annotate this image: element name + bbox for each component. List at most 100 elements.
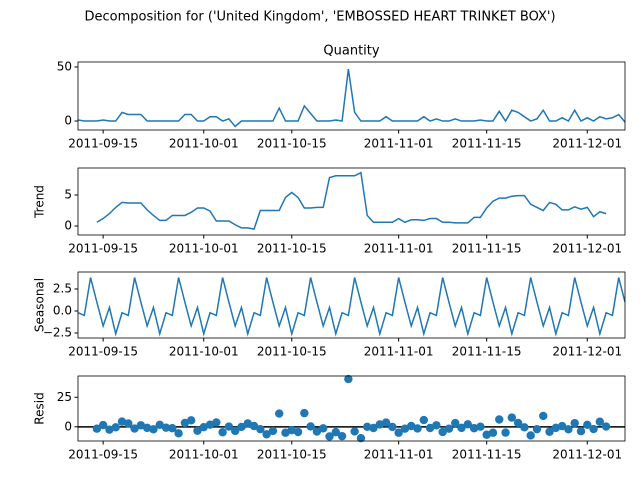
resid-point (168, 424, 177, 433)
x-tick-label: 2011-11-15 (452, 448, 522, 462)
x-tick-label: 2011-11-01 (364, 345, 434, 359)
y-tick-label: 0 (64, 114, 72, 128)
resid-point (545, 427, 554, 436)
resid-point (444, 424, 454, 433)
resid-point (570, 418, 579, 428)
resid-point (425, 423, 435, 433)
resid-point (407, 421, 416, 431)
resid-point (224, 422, 234, 431)
y-tick-label: 5 (64, 187, 72, 201)
x-tick-label: 2011-10-01 (169, 448, 239, 462)
resid-point (469, 424, 479, 433)
resid-point (306, 422, 315, 431)
resid-point (576, 426, 586, 436)
resid-point (363, 422, 372, 432)
x-tick-label: 2011-09-15 (68, 137, 138, 151)
resid-point (589, 424, 598, 434)
resid-point (186, 416, 196, 425)
y-tick-label: 0 (64, 419, 72, 433)
resid-point (595, 417, 605, 426)
resid-point (369, 423, 378, 433)
resid-point (507, 413, 517, 422)
resid-point (281, 428, 290, 437)
resid-point (230, 426, 240, 436)
y-tick-label: 2.5 (53, 281, 72, 295)
x-tick-label: 2011-10-15 (257, 137, 327, 151)
y-axis-label: Trend (33, 185, 47, 219)
x-tick-label: 2011-10-01 (169, 137, 239, 151)
x-tick-label: 2011-12-01 (552, 242, 622, 256)
resid-point (130, 424, 139, 433)
resid-point (142, 423, 152, 433)
resid-point (532, 424, 542, 434)
resid-point (199, 422, 208, 432)
y-axis-label: Resid (33, 392, 47, 424)
x-tick-label: 2011-10-15 (257, 448, 327, 462)
series-line (78, 277, 625, 337)
resid-point (256, 424, 265, 434)
x-tick-label: 2011-10-01 (169, 345, 239, 359)
resid-point (388, 422, 397, 432)
resid-point (356, 433, 366, 443)
resid-point (394, 428, 403, 437)
x-tick-label: 2011-10-15 (257, 242, 327, 256)
resid-point (331, 427, 340, 437)
resid-point (218, 428, 227, 437)
x-tick-label: 2011-11-01 (364, 137, 434, 151)
y-tick-label: 0.0 (53, 303, 72, 317)
resid-point (124, 419, 133, 428)
x-tick-label: 2011-11-01 (364, 448, 434, 462)
resid-point (325, 432, 334, 441)
resid-point (344, 374, 353, 384)
resid-point (564, 425, 573, 434)
resid-point (149, 425, 158, 434)
y-tick-label: 0 (64, 219, 72, 233)
resid-point (136, 421, 146, 430)
resid-point (539, 411, 548, 421)
resid-point (262, 430, 271, 439)
resid-point (488, 428, 498, 437)
resid-point (526, 431, 535, 440)
resid-point (237, 422, 246, 432)
y-tick-label: 50 (57, 59, 72, 73)
resid-point (583, 420, 592, 430)
resid-point (381, 418, 391, 427)
series-line (96, 171, 607, 230)
resid-point (161, 423, 171, 432)
axes-frame (77, 61, 626, 131)
x-tick-label: 2011-12-01 (552, 345, 622, 359)
resid-point (98, 420, 108, 430)
x-tick-label: 2011-11-01 (364, 242, 434, 256)
x-tick-label: 2011-10-01 (169, 242, 239, 256)
resid-point (249, 421, 259, 431)
resid-point (476, 422, 485, 431)
resid-point (601, 422, 611, 431)
resid-point (438, 427, 447, 437)
resid-point (451, 418, 460, 428)
resid-point (92, 424, 102, 433)
resid-point (111, 423, 120, 432)
resid-point (268, 426, 278, 436)
resid-point (400, 424, 410, 433)
x-tick-label: 2011-10-15 (257, 345, 327, 359)
resid-point (551, 423, 561, 433)
resid-point (419, 415, 429, 425)
resid-point (337, 431, 347, 441)
resid-point (319, 424, 328, 433)
resid-point (457, 423, 466, 433)
resid-point (557, 421, 567, 431)
resid-point (513, 418, 523, 428)
resid-point (501, 428, 510, 437)
resid-point (432, 421, 441, 430)
resid-point (463, 420, 473, 429)
resid-point (520, 423, 529, 432)
x-tick-label: 2011-09-15 (68, 345, 138, 359)
axes-frame (77, 271, 626, 339)
x-tick-label: 2011-11-15 (452, 137, 522, 151)
x-tick-label: 2011-09-15 (68, 242, 138, 256)
resid-point (174, 429, 183, 438)
resid-point (350, 427, 359, 436)
resid-point (155, 420, 164, 430)
x-tick-label: 2011-12-01 (552, 448, 622, 462)
